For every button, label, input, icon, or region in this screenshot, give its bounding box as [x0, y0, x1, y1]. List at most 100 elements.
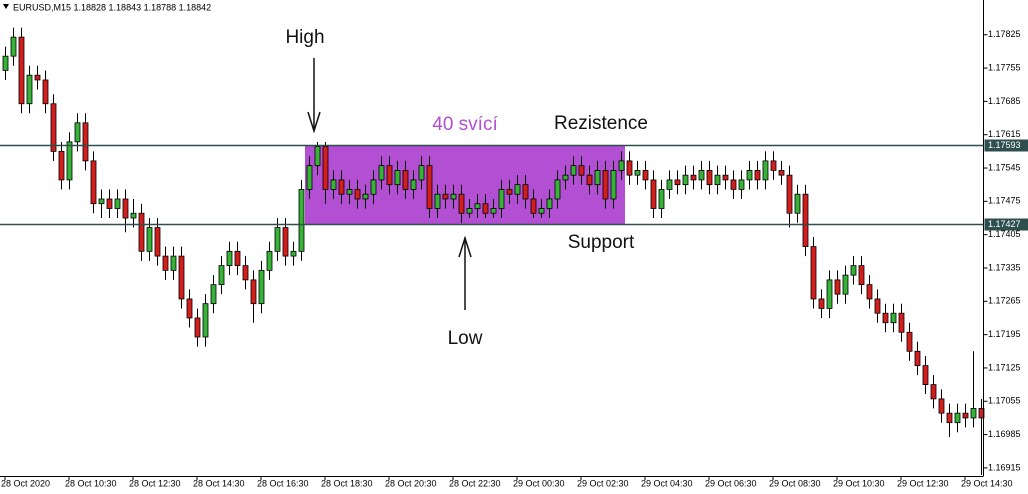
candle-body	[234, 250, 241, 267]
candle-body	[730, 179, 737, 190]
candle-body	[402, 170, 409, 190]
x-tick-label: 28 Oct 2020	[1, 478, 50, 488]
candle-body	[946, 412, 953, 424]
candle-body	[114, 198, 121, 209]
candle-body	[26, 74, 33, 105]
candle-body	[106, 198, 113, 209]
candle-body	[554, 179, 561, 200]
candle-body	[122, 198, 129, 219]
y-tick-label: 1.17475	[988, 196, 1021, 206]
candle-body	[514, 184, 521, 195]
candle-body	[266, 250, 273, 271]
candle-body	[970, 408, 977, 419]
candle-body	[90, 160, 97, 205]
level-label: 1.17593	[988, 140, 1021, 150]
candle-body	[58, 150, 65, 181]
y-tick-label: 1.17125	[988, 362, 1021, 372]
candle-body	[154, 227, 161, 257]
candle-layer	[2, 27, 985, 476]
candle-body	[146, 227, 153, 252]
x-tick-label: 28 Oct 22:30	[449, 478, 501, 488]
candle-body	[962, 412, 969, 419]
candle-body	[842, 274, 849, 295]
candle-body	[642, 170, 649, 181]
candle-body	[570, 165, 577, 176]
x-tick-label: 28 Oct 12:30	[129, 478, 181, 488]
candle-body	[290, 250, 297, 257]
candle-body	[130, 212, 137, 219]
candle-body	[202, 303, 209, 338]
candle-body	[810, 246, 817, 300]
candle-body	[834, 279, 841, 295]
candle-body	[386, 165, 393, 186]
y-tick-label: 1.16915	[988, 462, 1021, 472]
candle-body	[306, 165, 313, 190]
candle-body	[410, 179, 417, 190]
candle-body	[786, 174, 793, 214]
candle-body	[330, 179, 337, 190]
candle-body	[178, 255, 185, 300]
candle-body	[930, 384, 937, 400]
y-tick-label: 1.17685	[988, 96, 1021, 106]
x-tick-label: 28 Oct 16:30	[257, 478, 309, 488]
candle-body	[10, 36, 17, 57]
x-tick-label: 29 Oct 02:30	[577, 478, 629, 488]
candle-body	[898, 312, 905, 333]
candle-body	[258, 269, 265, 305]
candle-body	[682, 174, 689, 186]
candle-body	[314, 146, 321, 167]
candle-body	[170, 255, 177, 271]
candle-body	[378, 165, 385, 181]
x-tick-label: 29 Oct 06:30	[705, 478, 757, 488]
x-tick-label: 28 Oct 10:30	[65, 478, 117, 488]
candle-body	[738, 179, 745, 190]
candle-body	[770, 160, 777, 171]
candle-body	[626, 160, 633, 176]
candle-body	[346, 189, 353, 195]
candle-body	[634, 170, 641, 176]
candle-body	[322, 146, 329, 190]
candle-body	[610, 170, 617, 200]
candle-body	[18, 36, 25, 105]
zone-label: 40 svící	[432, 114, 498, 135]
candle-body	[882, 312, 889, 324]
candle-body	[938, 398, 945, 414]
x-tick-label: 28 Oct 18:30	[321, 478, 373, 488]
candle-body	[578, 165, 585, 176]
candle-body	[762, 160, 769, 181]
x-tick-label: 29 Oct 00:30	[513, 478, 565, 488]
candle-body	[522, 184, 529, 200]
candle-body	[138, 212, 145, 252]
x-tick-label: 29 Oct 12:30	[897, 478, 949, 488]
candle-body	[98, 198, 105, 205]
candle-body	[418, 165, 425, 181]
y-tick-label: 1.17545	[988, 162, 1021, 172]
candle-body	[394, 170, 401, 186]
y-tick-label: 1.17055	[988, 396, 1021, 406]
candle-body	[466, 208, 473, 214]
candle-body	[530, 198, 537, 214]
candle-body	[474, 203, 481, 209]
candle-body	[954, 412, 961, 424]
candle-body	[434, 193, 441, 209]
candle-body	[586, 174, 593, 186]
candle-body	[506, 189, 513, 195]
candle-body	[82, 122, 89, 162]
candle-body	[666, 179, 673, 190]
annotation: High	[285, 27, 324, 48]
candle-body	[714, 174, 721, 186]
candle-body	[450, 193, 457, 200]
candle-body	[490, 208, 497, 214]
candle-body	[650, 179, 657, 209]
candle-body	[274, 227, 281, 252]
candle-body	[706, 170, 713, 186]
candle-body	[210, 284, 217, 305]
candle-body	[498, 189, 505, 209]
candle-body	[242, 265, 249, 281]
candle-body	[906, 331, 913, 352]
candle-body	[802, 193, 809, 247]
candle-body	[890, 312, 897, 324]
candle-body	[874, 298, 881, 314]
x-tick-label: 29 Oct 04:30	[641, 478, 693, 488]
